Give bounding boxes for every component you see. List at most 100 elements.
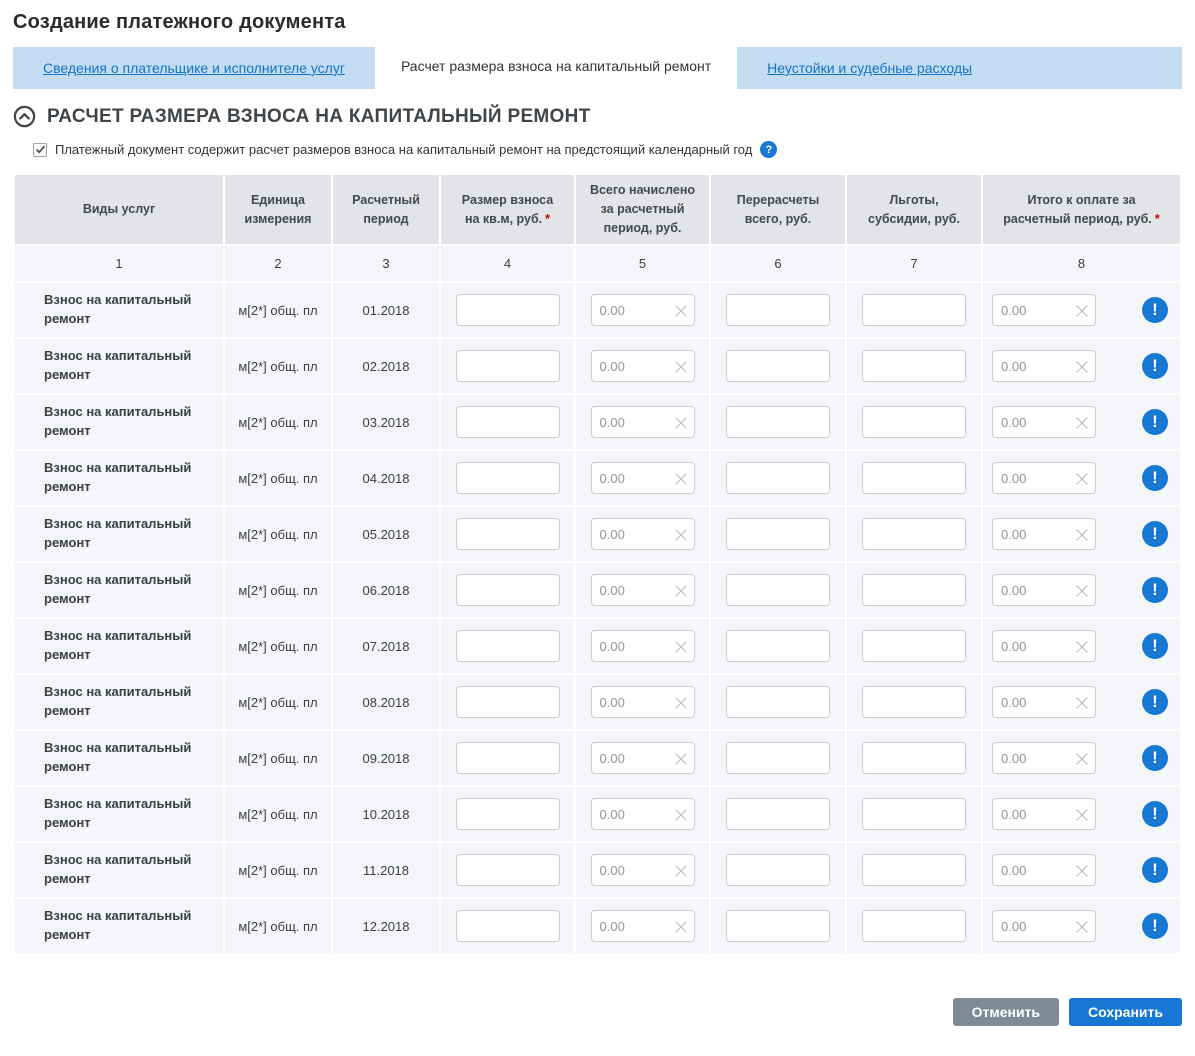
- recalc-input[interactable]: [727, 519, 829, 549]
- recalc-input[interactable]: [727, 855, 829, 885]
- recalc-input[interactable]: [727, 407, 829, 437]
- rate-input[interactable]: [456, 463, 559, 493]
- benefits-input[interactable]: [863, 407, 965, 437]
- help-icon[interactable]: ?: [760, 141, 778, 158]
- clear-field-icon[interactable]: [1074, 415, 1090, 431]
- clear-field-icon[interactable]: [673, 303, 689, 319]
- clear-field-icon[interactable]: [673, 807, 689, 823]
- warning-icon[interactable]: !: [1142, 409, 1168, 435]
- accrued-cell: [576, 899, 709, 953]
- benefits-input[interactable]: [863, 519, 965, 549]
- rate-input[interactable]: [456, 575, 559, 605]
- clear-field-icon[interactable]: [673, 639, 689, 655]
- unit-of-measure: м[2*] общ. пл: [225, 507, 331, 561]
- unit-of-measure: м[2*] общ. пл: [225, 339, 331, 393]
- unit-of-measure: м[2*] общ. пл: [225, 283, 331, 337]
- warning-icon[interactable]: !: [1142, 689, 1168, 715]
- warning-icon[interactable]: !: [1142, 745, 1168, 771]
- clear-field-icon[interactable]: [1074, 583, 1090, 599]
- clear-field-icon[interactable]: [1074, 527, 1090, 543]
- benefits-field: [862, 854, 966, 886]
- clear-field-icon[interactable]: [1074, 695, 1090, 711]
- benefits-input[interactable]: [863, 743, 965, 773]
- tab-penalties-link[interactable]: Неустойки и судебные расходы: [767, 60, 973, 76]
- benefits-input[interactable]: [863, 351, 965, 381]
- accrued-field: [590, 350, 695, 382]
- benefits-input[interactable]: [863, 463, 965, 493]
- clear-field-icon[interactable]: [1074, 303, 1090, 319]
- rate-input[interactable]: [456, 743, 559, 773]
- warning-icon[interactable]: !: [1142, 521, 1168, 547]
- recalc-input[interactable]: [727, 463, 829, 493]
- rate-input[interactable]: [456, 687, 559, 717]
- tab-bar: Сведения о плательщике и исполнителе усл…: [13, 42, 1182, 89]
- benefits-input[interactable]: [863, 855, 965, 885]
- benefits-input[interactable]: [863, 575, 965, 605]
- tab-penalties[interactable]: Неустойки и судебные расходы: [737, 47, 1002, 89]
- recalc-field: [726, 406, 830, 438]
- rate-input[interactable]: [456, 799, 559, 829]
- clear-field-icon[interactable]: [673, 471, 689, 487]
- warning-icon[interactable]: !: [1142, 857, 1168, 883]
- next-year-calc-checkbox[interactable]: [33, 142, 47, 157]
- benefits-field: [862, 798, 966, 830]
- rate-cell: [441, 451, 574, 505]
- cancel-button[interactable]: Отменить: [952, 998, 1060, 1026]
- clear-field-icon[interactable]: [673, 919, 689, 935]
- collapse-section-icon[interactable]: [13, 105, 36, 128]
- tab-payer-info[interactable]: Сведения о плательщике и исполнителе усл…: [13, 47, 375, 89]
- clear-field-icon[interactable]: [1074, 471, 1090, 487]
- warning-icon[interactable]: !: [1142, 353, 1168, 379]
- unit-of-measure: м[2*] общ. пл: [225, 675, 331, 729]
- rate-input[interactable]: [456, 911, 559, 941]
- total-input: [993, 855, 1095, 885]
- total-cell: !: [983, 563, 1180, 617]
- save-button[interactable]: Сохранить: [1069, 998, 1182, 1026]
- recalc-input[interactable]: [727, 351, 829, 381]
- tab-capital-repair[interactable]: Расчет размера взноса на капитальный рем…: [374, 42, 738, 89]
- clear-field-icon[interactable]: [1074, 863, 1090, 879]
- recalc-input[interactable]: [727, 631, 829, 661]
- rate-input[interactable]: [456, 351, 559, 381]
- clear-field-icon[interactable]: [673, 751, 689, 767]
- recalc-input[interactable]: [727, 687, 829, 717]
- tab-payer-info-link[interactable]: Сведения о плательщике и исполнителе усл…: [43, 60, 345, 76]
- benefits-input[interactable]: [863, 687, 965, 717]
- rate-input[interactable]: [456, 295, 559, 325]
- rate-input[interactable]: [456, 407, 559, 437]
- recalc-input[interactable]: [727, 911, 829, 941]
- recalc-input[interactable]: [727, 799, 829, 829]
- clear-field-icon[interactable]: [1074, 639, 1090, 655]
- warning-icon[interactable]: !: [1142, 465, 1168, 491]
- recalc-input[interactable]: [727, 295, 829, 325]
- clear-field-icon[interactable]: [1074, 751, 1090, 767]
- warning-icon[interactable]: !: [1142, 913, 1168, 939]
- clear-field-icon[interactable]: [673, 583, 689, 599]
- recalc-input[interactable]: [727, 575, 829, 605]
- benefits-field: [862, 742, 966, 774]
- clear-field-icon[interactable]: [673, 359, 689, 375]
- warning-icon[interactable]: !: [1142, 297, 1168, 323]
- rate-field: [455, 462, 560, 494]
- benefits-input[interactable]: [863, 911, 965, 941]
- rate-input[interactable]: [456, 855, 559, 885]
- total-cell: !: [983, 619, 1180, 673]
- clear-field-icon[interactable]: [1074, 919, 1090, 935]
- warning-icon[interactable]: !: [1142, 577, 1168, 603]
- clear-field-icon[interactable]: [673, 863, 689, 879]
- benefits-input[interactable]: [863, 799, 965, 829]
- rate-input[interactable]: [456, 519, 559, 549]
- clear-field-icon[interactable]: [673, 415, 689, 431]
- table-row: Взнос на капитальный ремонт м[2*] общ. пл…: [15, 395, 1180, 449]
- clear-field-icon[interactable]: [673, 527, 689, 543]
- clear-field-icon[interactable]: [673, 695, 689, 711]
- warning-icon[interactable]: !: [1142, 633, 1168, 659]
- warning-icon[interactable]: !: [1142, 801, 1168, 827]
- benefits-input[interactable]: [863, 631, 965, 661]
- next-year-calc-row: Платежный документ содержит расчет разме…: [33, 141, 1182, 158]
- benefits-input[interactable]: [863, 295, 965, 325]
- clear-field-icon[interactable]: [1074, 807, 1090, 823]
- rate-input[interactable]: [456, 631, 559, 661]
- clear-field-icon[interactable]: [1074, 359, 1090, 375]
- recalc-input[interactable]: [727, 743, 829, 773]
